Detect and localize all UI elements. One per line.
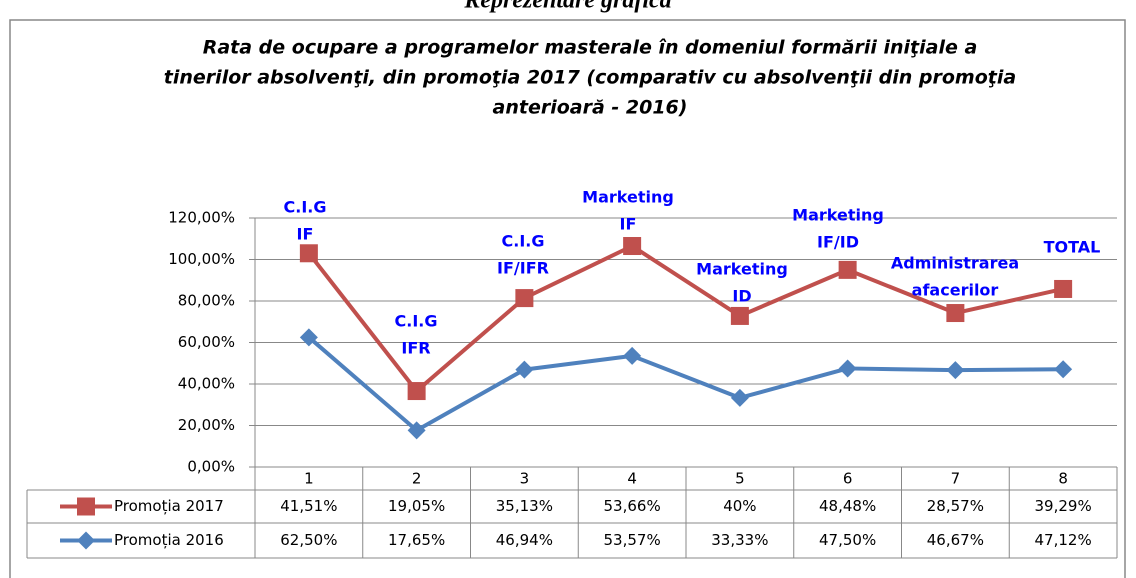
- marker: [623, 237, 642, 256]
- x-tick-label: 6: [843, 470, 853, 488]
- table-cell: 46,94%: [496, 531, 553, 549]
- annotation: C.I.G: [395, 312, 438, 331]
- chart-title: tinerilor absolvenţi, din promoţia 2017 …: [164, 67, 1016, 89]
- table-cell: 28,57%: [927, 497, 984, 515]
- annotation: Administrarea: [891, 254, 1019, 273]
- annotation: IF/ID: [817, 233, 859, 252]
- marker: [838, 359, 857, 378]
- marker: [299, 328, 318, 347]
- table-cell: 33,33%: [711, 531, 768, 549]
- marker: [730, 388, 749, 407]
- chart-title: anterioară - 2016): [493, 97, 688, 119]
- header: Reprezentare grafică: [463, 0, 671, 14]
- marker: [838, 260, 857, 279]
- table-cell: 62,50%: [280, 531, 337, 549]
- table-cell: 19,05%: [388, 497, 445, 515]
- y-tick-label: 40,00%: [178, 375, 235, 393]
- series-line: [307, 244, 1064, 394]
- table-cell: 35,13%: [496, 497, 553, 515]
- annotation: TOTAL: [1044, 238, 1101, 257]
- marker: [299, 244, 318, 263]
- x-tick-label: 3: [520, 470, 530, 488]
- legend-label: Promoția 2016: [114, 531, 224, 549]
- marker: [515, 289, 534, 308]
- marker: [515, 360, 534, 379]
- x-tick-label: 1: [304, 470, 314, 488]
- marker: [77, 497, 95, 516]
- x-tick-label: 2: [412, 470, 422, 488]
- marker: [730, 306, 749, 325]
- x-tick-label: 4: [627, 470, 637, 488]
- y-tick-label: 60,00%: [178, 333, 235, 351]
- table-cell: 47,50%: [819, 531, 876, 549]
- annotation: afacerilor: [912, 281, 999, 300]
- y-tick-label: 120,00%: [168, 209, 235, 227]
- table-cell: 41,51%: [280, 497, 337, 515]
- y-tick-label: 0,00%: [187, 458, 235, 476]
- annotation: IF/IFR: [497, 259, 549, 278]
- legend-label: Promoția 2017: [114, 497, 224, 515]
- table-cell: 53,57%: [604, 531, 661, 549]
- marker: [407, 421, 426, 440]
- marker: [946, 304, 965, 323]
- x-tick-label: 5: [735, 470, 745, 488]
- marker: [623, 346, 642, 365]
- y-tick-label: 100,00%: [168, 250, 235, 268]
- table-cell: 40%: [723, 497, 756, 515]
- table-cell: 48,48%: [819, 497, 876, 515]
- annotation: Marketing: [696, 260, 788, 279]
- table-cell: 39,29%: [1035, 497, 1092, 515]
- y-tick-label: 80,00%: [178, 292, 235, 310]
- annotation: IF: [620, 215, 637, 234]
- chart-frame: [9, 19, 1126, 578]
- annotation: C.I.G: [284, 198, 327, 217]
- table-cell: 53,66%: [604, 497, 661, 515]
- y-tick-label: 20,00%: [178, 416, 235, 434]
- table-cell: 46,67%: [927, 531, 984, 549]
- marker: [1054, 279, 1073, 298]
- marker: [407, 382, 426, 401]
- marker: [77, 531, 95, 550]
- x-tick-label: 7: [951, 470, 961, 488]
- x-tick-label: 8: [1058, 470, 1068, 488]
- annotation: IF: [297, 225, 314, 244]
- table-cell: 47,12%: [1035, 531, 1092, 549]
- annotation: IFR: [401, 339, 430, 358]
- annotation: C.I.G: [502, 232, 545, 251]
- marker: [1054, 360, 1073, 379]
- table-cell: 17,65%: [388, 531, 445, 549]
- series-line: [307, 335, 1064, 433]
- annotation: Marketing: [582, 188, 674, 207]
- marker: [946, 361, 965, 380]
- chart-title: Rata de ocupare a programelor masterale …: [203, 37, 978, 59]
- annotation: ID: [732, 287, 751, 306]
- annotation: Marketing: [792, 206, 884, 225]
